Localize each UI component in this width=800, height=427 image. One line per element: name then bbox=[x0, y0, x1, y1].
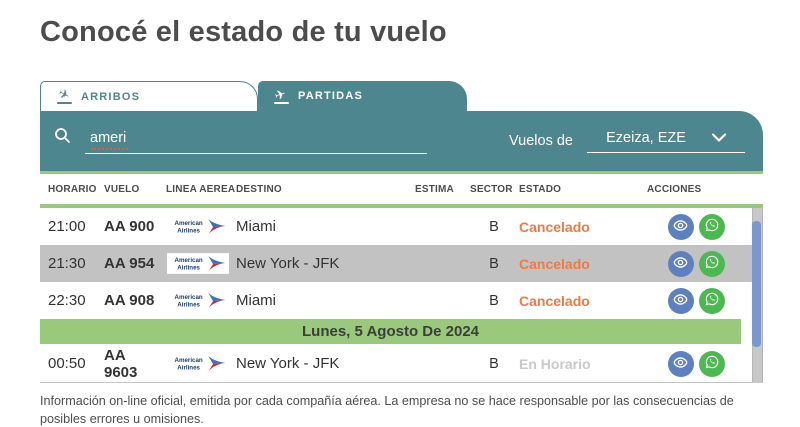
cell-actions bbox=[640, 250, 752, 277]
whatsapp-share-button[interactable] bbox=[698, 250, 725, 277]
eye-icon bbox=[672, 217, 689, 237]
cell-actions bbox=[640, 350, 752, 377]
eye-icon bbox=[672, 254, 689, 274]
col-header-sector: SECTOR bbox=[470, 183, 513, 195]
spellcheck-underline bbox=[91, 148, 128, 150]
page-title: Conocé el estado de tu vuelo bbox=[40, 16, 447, 48]
plane-landing-icon: ✈ bbox=[55, 86, 74, 105]
search-panel: Vuelos de Ezeiza, EZE bbox=[40, 111, 763, 171]
flight-search-input[interactable] bbox=[85, 128, 427, 154]
status-badge: Cancelado bbox=[519, 292, 590, 309]
airport-selector-label: Vuelos de bbox=[509, 133, 573, 149]
col-header-destino: DESTINO bbox=[236, 183, 282, 195]
scrollbar-thumb[interactable] bbox=[752, 221, 761, 347]
col-header-estima: ESTIMA bbox=[415, 183, 454, 195]
date-banner: Lunes, 5 Agosto De 2024 bbox=[40, 319, 741, 345]
svg-text:American: American bbox=[175, 357, 203, 364]
search-field bbox=[85, 128, 427, 154]
cell-flight: AA 9603 bbox=[104, 346, 138, 381]
cell-actions bbox=[640, 287, 752, 314]
flight-row: 22:30 AA 908 American Airlines Miami B bbox=[40, 282, 752, 319]
cell-sector: B bbox=[489, 292, 499, 309]
airport-selector-group: Vuelos de Ezeiza, EZE bbox=[509, 130, 745, 153]
flight-row: 00:50 AA 9603 American Airlines New York… bbox=[40, 345, 752, 382]
view-flight-button[interactable] bbox=[667, 250, 694, 277]
cell-flight: AA 954 bbox=[104, 255, 155, 272]
col-header-estado: ESTADO bbox=[519, 183, 562, 195]
table-body: 21:00 AA 900 American Airlines Miami B bbox=[40, 208, 763, 383]
tab-arrivals-label: ARRIBOS bbox=[81, 90, 141, 103]
tab-departures-label: PARTIDAS bbox=[298, 90, 364, 102]
cell-time: 21:00 bbox=[48, 218, 86, 235]
svg-text:Airlines: Airlines bbox=[177, 228, 200, 235]
tab-arrivals[interactable]: ✈ ARRIBOS bbox=[40, 81, 258, 111]
cell-sector: B bbox=[489, 218, 499, 235]
search-icon bbox=[54, 127, 71, 149]
flight-board-widget: ✈ ARRIBOS ✈ PARTIDAS bbox=[40, 81, 763, 383]
tab-bar: ✈ ARRIBOS ✈ PARTIDAS bbox=[40, 81, 763, 111]
cell-actions bbox=[640, 213, 752, 240]
plane-takeoff-icon: ✈ bbox=[273, 85, 290, 105]
cell-time: 21:30 bbox=[48, 255, 86, 272]
airport-select-value: Ezeiza, EZE bbox=[606, 129, 686, 146]
cell-destination: New York - JFK bbox=[236, 255, 340, 272]
view-flight-button[interactable] bbox=[667, 287, 694, 314]
svg-text:American: American bbox=[175, 294, 203, 301]
flight-row: 21:00 AA 900 American Airlines Miami B bbox=[40, 208, 752, 245]
col-header-acciones: ACCIONES bbox=[647, 183, 702, 195]
american-airlines-logo: American Airlines bbox=[160, 216, 236, 237]
cell-sector: B bbox=[489, 255, 499, 272]
whatsapp-icon bbox=[704, 254, 720, 273]
status-badge: En Horario bbox=[519, 355, 591, 372]
svg-text:American: American bbox=[175, 257, 203, 264]
svg-text:Airlines: Airlines bbox=[177, 265, 200, 272]
cell-time: 22:30 bbox=[48, 292, 86, 309]
american-airlines-logo: American Airlines bbox=[160, 253, 236, 274]
whatsapp-share-button[interactable] bbox=[698, 287, 725, 314]
header-divider bbox=[40, 204, 763, 208]
cell-destination: Miami bbox=[236, 292, 276, 309]
view-flight-button[interactable] bbox=[667, 213, 694, 240]
whatsapp-icon bbox=[704, 291, 720, 310]
cell-time: 00:50 bbox=[48, 355, 86, 372]
disclaimer-text: Información on-line oficial, emitida por… bbox=[40, 394, 734, 427]
panel-divider bbox=[40, 171, 763, 174]
col-header-linea: LINEA AEREA bbox=[166, 183, 236, 195]
eye-icon bbox=[672, 354, 689, 374]
whatsapp-share-button[interactable] bbox=[698, 350, 725, 377]
american-airlines-logo: American Airlines bbox=[160, 353, 236, 374]
eye-icon bbox=[672, 291, 689, 311]
view-flight-button[interactable] bbox=[667, 350, 694, 377]
col-header-horario: HORARIO bbox=[48, 183, 97, 195]
whatsapp-icon bbox=[704, 354, 720, 373]
cell-destination: Miami bbox=[236, 218, 276, 235]
chevron-down-icon bbox=[711, 130, 726, 146]
whatsapp-icon bbox=[704, 217, 720, 236]
table-scrollbar[interactable] bbox=[752, 208, 763, 382]
cell-flight: AA 900 bbox=[104, 218, 155, 235]
svg-text:Airlines: Airlines bbox=[177, 365, 200, 372]
cell-destination: New York - JFK bbox=[236, 355, 340, 372]
col-header-vuelo: VUELO bbox=[104, 183, 140, 195]
svg-text:Airlines: Airlines bbox=[177, 302, 200, 309]
whatsapp-share-button[interactable] bbox=[698, 213, 725, 240]
cell-sector: B bbox=[489, 355, 499, 372]
airport-select[interactable]: Ezeiza, EZE bbox=[587, 130, 745, 153]
american-airlines-logo: American Airlines bbox=[160, 290, 236, 311]
table-header: HORARIO VUELO LINEA AEREA DESTINO ESTIMA… bbox=[40, 174, 763, 204]
status-badge: Cancelado bbox=[519, 218, 590, 235]
tab-departures[interactable]: ✈ PARTIDAS bbox=[258, 81, 467, 111]
cell-flight: AA 908 bbox=[104, 292, 155, 309]
flight-row: 21:30 AA 954 American Airlines New York … bbox=[40, 245, 752, 282]
status-badge: Cancelado bbox=[519, 255, 590, 272]
svg-text:American: American bbox=[175, 220, 203, 227]
